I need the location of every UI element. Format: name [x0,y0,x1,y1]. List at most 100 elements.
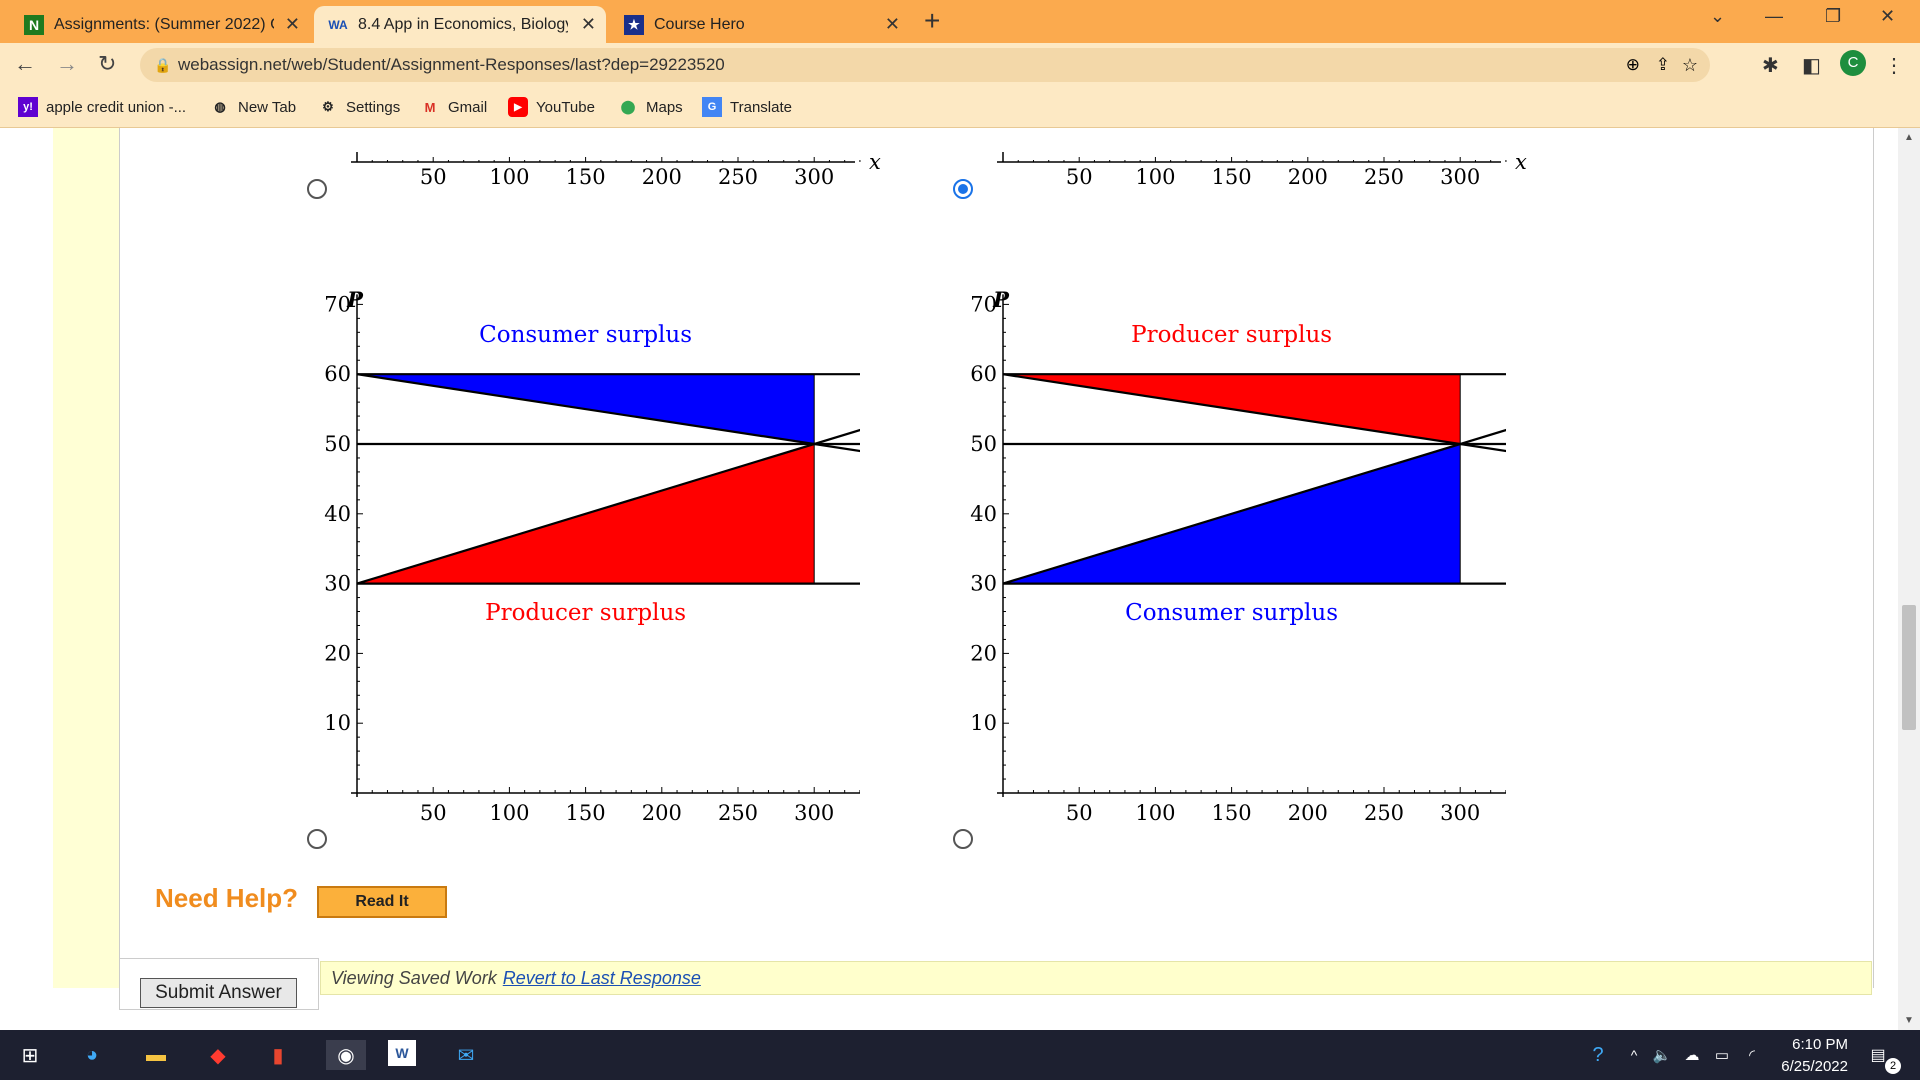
x-tick-label: 50 [1066,801,1093,825]
answer-radio-a[interactable] [307,179,327,199]
extensions-icon[interactable]: ✱ [1762,55,1779,77]
answer-radio-b[interactable] [953,179,973,199]
scrollbar-thumb[interactable] [1902,605,1916,730]
bookmark-maps[interactable]: ⬤ Maps [618,97,683,117]
annotation-bottom-label: Producer surplus [485,600,686,626]
reload-icon[interactable]: ↻ [98,51,117,76]
x-tick-label: 200 [642,801,682,825]
x-tick-label: 300 [794,165,834,189]
mail-icon[interactable]: ✉ [457,1044,475,1067]
bookmark-apple-credit-union[interactable]: y! apple credit union -... [18,97,186,117]
submit-answer-button[interactable]: Submit Answer [140,978,297,1008]
read-it-button[interactable]: Read It [317,886,447,918]
producer-surplus-region [357,444,815,584]
clock-date[interactable]: 6/25/2022 [1781,1058,1848,1075]
sidebar-icon[interactable]: ◧ [1802,55,1821,77]
profile-avatar[interactable]: C [1840,50,1866,76]
close-icon[interactable]: ✕ [580,14,596,34]
volume-icon[interactable]: 🔈 [1652,1047,1672,1064]
answer-radio-c[interactable] [307,829,327,849]
y-tick-label: 70 [324,292,351,316]
bookmark-gmail[interactable]: M Gmail [420,97,488,117]
bookmark-translate[interactable]: G Translate [702,97,792,117]
notifications-icon[interactable]: ▤ [1870,1047,1886,1064]
consumer-surplus-region [1003,444,1461,584]
close-window-icon[interactable]: ✕ [1880,6,1896,26]
app-diamond-icon[interactable]: ◆ [210,1044,226,1067]
bookmark-label: apple credit union -... [46,98,187,116]
y-tick-label: 40 [970,502,997,526]
share-icon[interactable]: ⇪ [1655,55,1670,74]
gear-icon: ⚙ [322,99,334,114]
bookmark-label: New Tab [238,98,297,116]
chevron-up-icon[interactable]: ^ [1630,1047,1638,1063]
chrome-icon[interactable]: ◉ [326,1040,366,1070]
x-axis-label: x [1515,150,1527,174]
scrollbar[interactable]: ▲ ▼ [1898,128,1920,1030]
producer-surplus-region [1003,374,1461,444]
restore-icon[interactable]: ❐ [1825,6,1842,26]
office-icon[interactable]: ▮ [272,1044,284,1067]
edge-icon[interactable]: ◕ [85,1043,99,1066]
y-tick-label: 20 [324,641,351,665]
x-tick-label: 150 [566,165,606,189]
scroll-down-icon[interactable]: ▼ [1904,1015,1914,1026]
battery-icon[interactable]: ▭ [1714,1047,1730,1064]
x-tick-label: 50 [420,801,447,825]
url-text[interactable]: webassign.net/web/Student/Assignment-Res… [178,55,725,74]
consumer-surplus-region [357,374,815,444]
favicon-coursehero-icon: ★ [624,14,644,35]
network-icon[interactable]: ☁ [1684,1047,1700,1064]
globe-icon: ◍ [214,99,226,114]
file-explorer-icon[interactable]: ▬ [146,1043,166,1066]
tab-strip: N Assignments: (Summer 2022) CH ✕ WA 8.4… [0,0,1920,43]
new-tab-button[interactable]: + [924,5,941,36]
bookmark-settings[interactable]: ⚙ Settings [318,97,400,117]
annotation-top-label: Producer surplus [1131,322,1332,348]
x-tick-label: 150 [1212,801,1252,825]
status-bar: Viewing Saved Work Revert to Last Respon… [320,961,1872,995]
question-content [119,128,1874,988]
y-tick-label: 40 [324,502,351,526]
scroll-up-icon[interactable]: ▲ [1904,132,1914,143]
y-tick-label: 50 [970,432,997,456]
back-arrow-icon[interactable]: ← [14,51,36,76]
minimize-icon[interactable]: — [1765,6,1783,26]
tab-search-chevron-icon[interactable]: ⌄ [1710,6,1726,26]
tab-course-hero[interactable]: ★ Course Hero ✕ [610,6,910,43]
bookmark-youtube[interactable]: ▶ YouTube [508,97,595,117]
need-help-label: Need Help? [155,883,299,913]
tab-assignments[interactable]: N Assignments: (Summer 2022) CH ✕ [10,6,310,43]
y-tick-label: 30 [970,572,997,596]
tab-app-economics[interactable]: WA 8.4 App in Economics, Biology - N ✕ [314,6,606,43]
menu-kebab-icon[interactable]: ⋮ [1884,55,1904,77]
address-bar[interactable]: 🔒 webassign.net/web/Student/Assignment-R… [140,48,1710,82]
youtube-icon: ▶ [508,97,528,117]
y-tick-label: 10 [970,711,997,735]
windows-start-icon[interactable]: ⊞ [21,1044,39,1067]
bookmark-star-icon[interactable]: ☆ [1681,54,1698,75]
lock-icon: 🔒 [154,56,172,73]
bookmark-new-tab[interactable]: ◍ New Tab [210,97,296,117]
taskbar: ⊞ ◕ ▬ ◆ ▮ ◉ W ✉ ? ^ 🔈 ☁ ▭ ◜ 6:10 PM 6/25… [0,1030,1920,1080]
zoom-icon[interactable]: ⊕ [1625,55,1640,74]
bookmark-label: Settings [346,98,401,116]
curve-line-4 [356,428,860,585]
tab-title: Assignments: (Summer 2022) CH [54,15,274,33]
forward-arrow-icon[interactable]: → [56,51,78,76]
clock-time[interactable]: 6:10 PM [1792,1036,1848,1053]
help-icon[interactable]: ? [1592,1043,1604,1066]
answer-radio-d[interactable] [953,829,973,849]
word-icon[interactable]: W [388,1040,416,1066]
x-tick-label: 150 [566,801,606,825]
revert-link[interactable]: Revert to Last Response [502,967,701,988]
close-icon[interactable]: ✕ [884,14,900,34]
bookmark-label: Maps [646,98,683,116]
x-tick-label: 250 [1364,801,1404,825]
question-number-strip [53,128,119,988]
close-icon[interactable]: ✕ [284,14,300,34]
x-tick-label: 300 [1440,165,1480,189]
x-tick-label: 100 [489,801,529,825]
bookmark-label: Gmail [448,98,488,116]
wifi-icon[interactable]: ◜ [1749,1047,1755,1064]
